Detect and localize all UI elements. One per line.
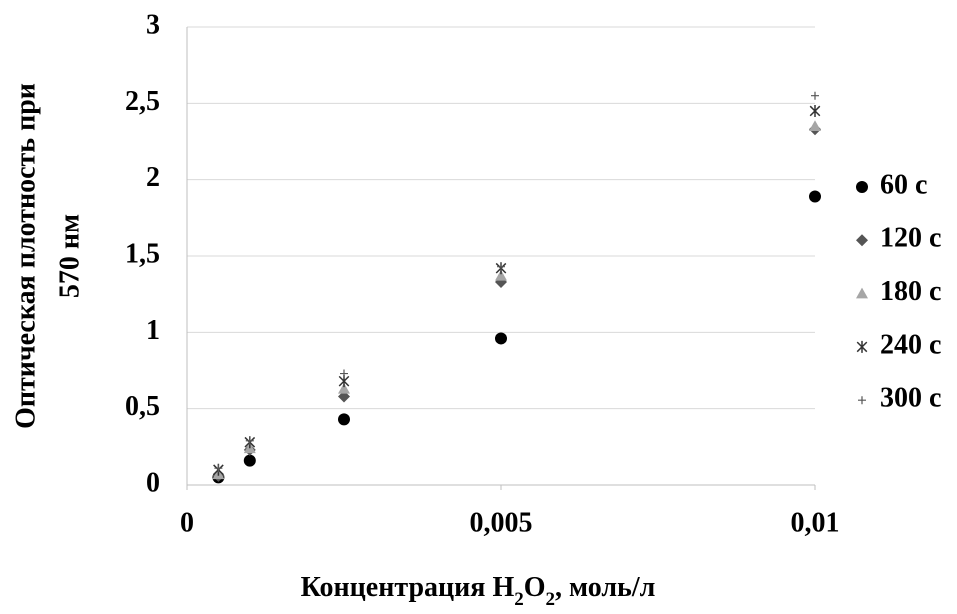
point <box>495 269 507 281</box>
legend-marker <box>856 234 868 247</box>
point <box>338 413 350 426</box>
y-tick-label: 1,5 <box>125 238 160 269</box>
point <box>243 454 256 467</box>
legend-marker <box>856 340 868 353</box>
legend-label: 120 с <box>880 223 941 254</box>
point <box>809 190 821 203</box>
x-tick-label: 0,005 <box>470 507 533 538</box>
point <box>495 332 507 345</box>
y-axis-title: 570 нм <box>54 214 85 298</box>
x-tick-label: 0,01 <box>791 507 840 538</box>
legend-label: 240 с <box>880 329 941 360</box>
point <box>340 369 348 378</box>
legend-label: 300 с <box>880 383 941 414</box>
y-tick-label: 0 <box>146 467 160 498</box>
y-tick-label: 2,5 <box>125 86 160 117</box>
point <box>497 262 505 271</box>
x-axis-title: Концентрация H2O2, моль/л <box>301 572 656 609</box>
point <box>811 91 819 100</box>
y-axis-title: Оптическая плотность при <box>10 83 41 429</box>
y-tick-label: 3 <box>146 9 160 40</box>
legend-label: 180 с <box>880 276 941 307</box>
legend-label: 60 с <box>880 169 927 200</box>
legend-marker <box>858 396 866 405</box>
legend-marker <box>856 287 868 299</box>
point <box>809 120 821 132</box>
x-tick-label: 0 <box>180 507 194 538</box>
point <box>214 464 223 473</box>
y-tick-label: 1 <box>146 315 160 346</box>
point <box>245 436 254 445</box>
point <box>809 104 821 117</box>
legend-marker <box>856 181 868 193</box>
y-tick-label: 2 <box>146 162 160 193</box>
point <box>338 382 350 394</box>
y-tick-label: 0,5 <box>125 391 160 422</box>
